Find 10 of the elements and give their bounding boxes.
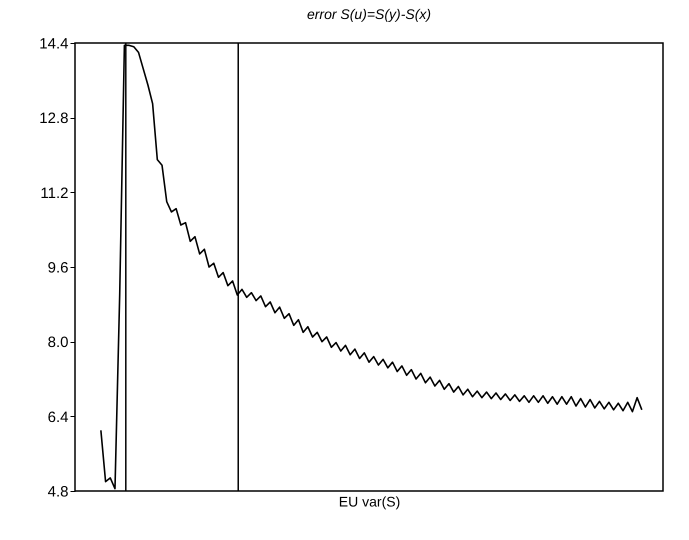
line-series (100, 44, 643, 490)
y-tick-label: 6.4 (48, 408, 68, 426)
y-tick-label: 9.6 (48, 260, 68, 276)
y-tick-label: 4.8 (48, 484, 68, 500)
y-tick-label: 14.4 (39, 36, 68, 52)
x-axis-title: EU var(S) (338, 494, 400, 510)
y-tick-label: 11.2 (40, 184, 68, 202)
chart-title: error S(u)=S(y)-S(x) (306, 6, 432, 22)
y-tick-label: 12.8 (39, 110, 68, 128)
y-tick-label: 8.0 (48, 334, 68, 352)
